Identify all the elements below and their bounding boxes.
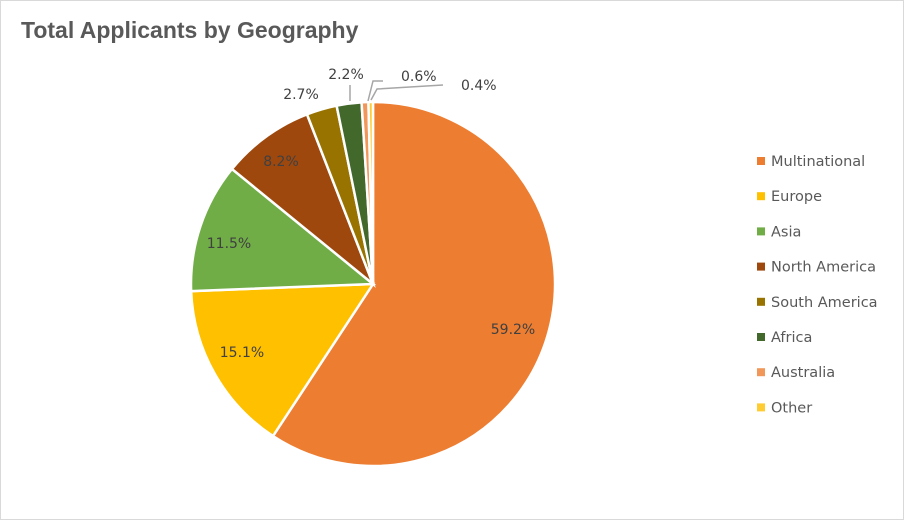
pie-slice-other [367,100,375,285]
data-label: 15.1% [220,345,264,361]
legend-swatch [757,157,765,165]
data-label: 59.2% [491,322,535,338]
legend-swatch [757,262,765,271]
legend-swatch [757,227,765,236]
leader-line [370,84,444,101]
data-label: 8.2% [263,154,299,170]
pie-slice-north-america [230,112,376,288]
legend-swatch [757,368,765,377]
legend-entry: North America [771,260,876,276]
pie-slice-europe [189,282,376,438]
data-label: 0.6% [401,69,437,85]
legend-swatch [757,192,765,201]
data-label: 2.7% [283,87,319,103]
legend-entry: Asia [771,224,801,240]
pie-slice-multinational [271,100,557,468]
leader-line [367,80,383,102]
legend-entry: Africa [771,330,812,346]
pie-slice-asia [189,167,377,293]
legend-entry: Multinational [771,154,865,170]
data-label: 11.5% [207,236,251,252]
legend-entry: Australia [771,365,835,381]
legend-entry: South America [771,295,878,311]
chart-title: Total Applicants by Geography [21,17,359,43]
legend-swatch [757,297,765,306]
legend-entry: Europe [771,189,822,205]
data-label: 2.2% [328,67,364,83]
legend-swatch [757,403,765,412]
data-label: 0.4% [461,78,497,94]
legend-swatch [757,333,765,341]
legend-entry: Other [771,400,812,416]
